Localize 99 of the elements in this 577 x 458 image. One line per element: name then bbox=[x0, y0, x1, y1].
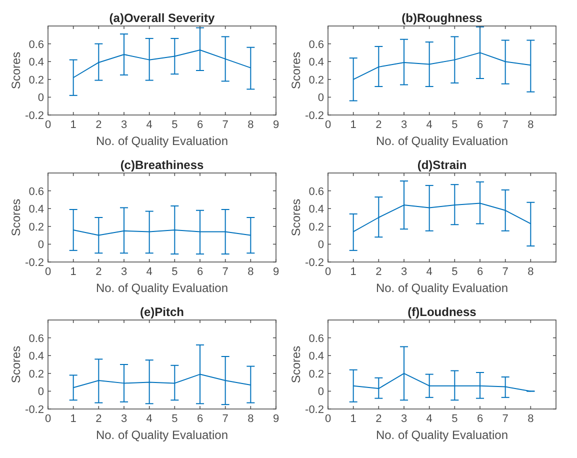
x-tick-label: 3 bbox=[120, 119, 128, 131]
x-tick-label: 7 bbox=[222, 413, 228, 425]
x-axis-title: No. of Quality Evaluation bbox=[96, 428, 228, 442]
y-tick-label: -0.2 bbox=[25, 257, 44, 269]
x-tick-label: 4 bbox=[426, 413, 432, 425]
y-tick-label: 0 bbox=[38, 92, 44, 104]
x-tick-label: 1 bbox=[350, 413, 356, 425]
y-tick-label: 0.6 bbox=[308, 38, 324, 51]
x-tick-label: 1 bbox=[350, 266, 356, 278]
x-tick-label: 2 bbox=[376, 266, 382, 278]
y-tick-label: -0.2 bbox=[305, 257, 324, 269]
x-tick-label: 5 bbox=[452, 119, 458, 131]
x-tick-label: 5 bbox=[452, 413, 458, 425]
x-tick-label: 8 bbox=[248, 119, 254, 131]
y-tick-label: 0 bbox=[318, 239, 324, 252]
chart-title: (c)Breathiness bbox=[120, 158, 204, 172]
x-tick-label: 6 bbox=[196, 119, 204, 131]
x-axis-title: No. of Quality Evaluation bbox=[376, 281, 508, 295]
x-tick-label: 2 bbox=[376, 413, 382, 425]
chart-title: (b)Roughness bbox=[402, 11, 483, 25]
x-tick-label: 1 bbox=[70, 119, 76, 131]
y-tick-label: 0 bbox=[318, 92, 324, 104]
y-tick-label: 0.2 bbox=[28, 221, 44, 234]
x-tick-label: 3 bbox=[120, 266, 128, 278]
x-tick-label: 5 bbox=[172, 266, 178, 278]
x-axis-title: No. of Quality Evaluation bbox=[376, 428, 508, 442]
x-tick-label: 2 bbox=[96, 119, 102, 131]
x-tick-label: 4 bbox=[426, 266, 432, 278]
x-tick-label: 7 bbox=[502, 266, 508, 278]
y-tick-label: 0 bbox=[318, 386, 324, 398]
x-axis-title: No. of Quality Evaluation bbox=[96, 134, 228, 148]
y-axis-title: Scores bbox=[289, 198, 303, 236]
x-tick-label: 1 bbox=[350, 119, 356, 131]
y-tick-label: 0.6 bbox=[28, 38, 44, 51]
x-tick-label: 4 bbox=[146, 413, 152, 425]
x-tick-label: 8 bbox=[528, 413, 534, 425]
y-axis-title: Scores bbox=[9, 52, 23, 90]
x-tick-label: 7 bbox=[502, 413, 508, 425]
x-tick-label: 3 bbox=[400, 413, 408, 425]
x-tick-label: 4 bbox=[426, 119, 432, 131]
x-tick-label: 9 bbox=[272, 119, 280, 131]
x-tick-label: 8 bbox=[528, 119, 534, 131]
x-tick-label: 7 bbox=[222, 266, 228, 278]
y-tick-label: -0.2 bbox=[25, 404, 44, 416]
y-tick-label: 0 bbox=[38, 386, 44, 398]
chart-title: (e)Pitch bbox=[140, 305, 184, 319]
chart-title: (a)Overall Severity bbox=[109, 11, 216, 25]
x-tick-label: 2 bbox=[376, 119, 382, 131]
x-tick-label: 6 bbox=[476, 266, 484, 278]
y-tick-label: 0.2 bbox=[28, 74, 44, 86]
x-axis-title: No. of Quality Evaluation bbox=[96, 281, 228, 295]
x-tick-label: 4 bbox=[146, 266, 152, 278]
y-tick-label: 0.2 bbox=[308, 368, 324, 380]
x-tick-label: 3 bbox=[400, 266, 408, 278]
y-tick-label: -0.2 bbox=[305, 404, 324, 416]
y-axis-title: Scores bbox=[9, 198, 23, 236]
x-tick-label: 3 bbox=[120, 413, 128, 425]
y-tick-label: 0 bbox=[38, 239, 44, 252]
x-tick-label: 6 bbox=[476, 119, 484, 131]
y-tick-label: 0.6 bbox=[28, 332, 44, 345]
x-tick-label: 6 bbox=[476, 413, 484, 425]
x-tick-label: 5 bbox=[452, 266, 458, 278]
x-tick-label: 8 bbox=[248, 266, 254, 278]
x-tick-label: 2 bbox=[96, 413, 102, 425]
y-tick-label: 0.6 bbox=[308, 332, 324, 345]
x-tick-label: 1 bbox=[70, 266, 76, 278]
x-tick-label: 9 bbox=[272, 266, 280, 278]
y-tick-label: 0.4 bbox=[308, 204, 324, 216]
x-tick-label: 6 bbox=[196, 266, 204, 278]
y-tick-label: 0.2 bbox=[28, 368, 44, 380]
x-tick-label: 8 bbox=[248, 413, 254, 425]
x-tick-label: 8 bbox=[528, 266, 534, 278]
y-axis-title: Scores bbox=[289, 52, 303, 90]
y-axis-title: Scores bbox=[9, 346, 23, 384]
x-tick-label: 2 bbox=[96, 266, 102, 278]
y-axis-title: Scores bbox=[289, 346, 303, 384]
y-tick-label: 0.6 bbox=[28, 186, 44, 198]
chart-title: (f)Loudness bbox=[408, 305, 477, 319]
y-tick-label: 0.4 bbox=[308, 56, 324, 69]
x-tick-label: 4 bbox=[146, 119, 152, 131]
x-tick-label: 5 bbox=[172, 119, 178, 131]
chart-title: (d)Strain bbox=[417, 158, 467, 172]
x-tick-label: 3 bbox=[400, 119, 408, 131]
y-tick-label: 0.4 bbox=[28, 56, 44, 69]
y-tick-label: 0.2 bbox=[308, 221, 324, 234]
y-tick-label: -0.2 bbox=[305, 110, 324, 122]
x-tick-label: 9 bbox=[272, 413, 280, 425]
y-tick-label: 0.2 bbox=[308, 74, 324, 86]
y-tick-label: 0.4 bbox=[28, 350, 44, 363]
x-tick-label: 7 bbox=[502, 119, 508, 131]
x-tick-label: 7 bbox=[222, 119, 228, 131]
y-tick-label: -0.2 bbox=[25, 110, 44, 122]
x-tick-label: 6 bbox=[196, 413, 204, 425]
y-tick-label: 0.4 bbox=[308, 350, 324, 363]
y-tick-label: 0.6 bbox=[308, 186, 324, 198]
x-tick-label: 5 bbox=[172, 413, 178, 425]
y-tick-label: 0.4 bbox=[28, 204, 44, 216]
x-axis-title: No. of Quality Evaluation bbox=[376, 134, 508, 148]
x-tick-label: 1 bbox=[70, 413, 76, 425]
